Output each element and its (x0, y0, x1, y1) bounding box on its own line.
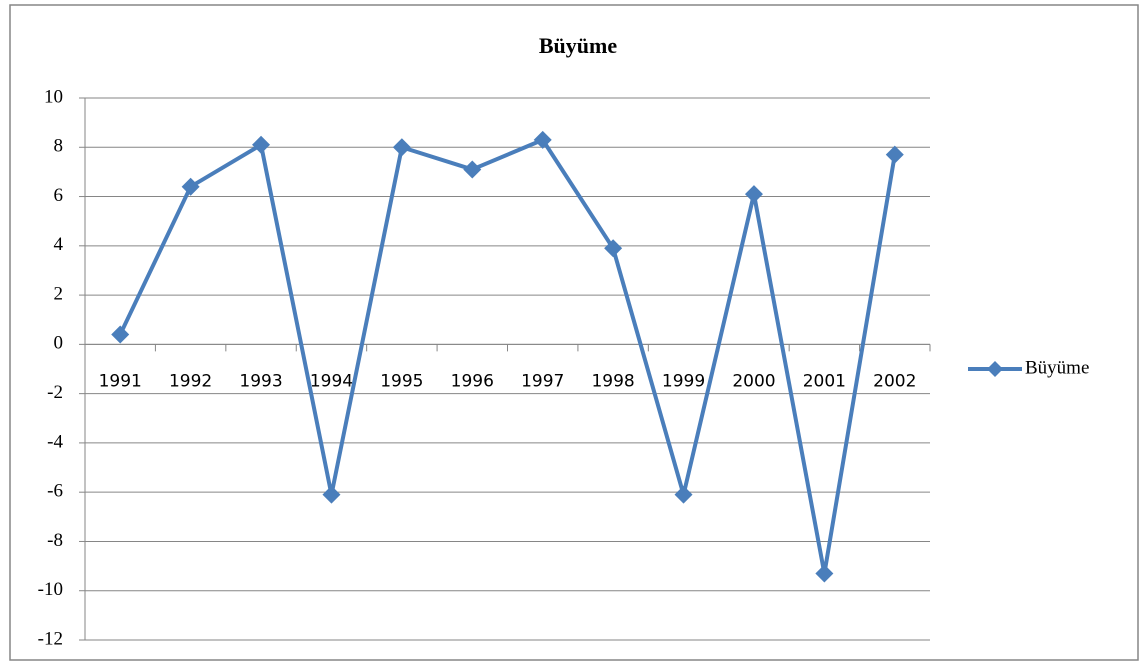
point (322, 485, 341, 504)
x-tick-label: 2001 (803, 371, 846, 391)
y-tick-label: -6 (47, 481, 63, 502)
x-tick-label: 1994 (310, 371, 353, 391)
y-tick-label: -10 (38, 579, 63, 600)
y-tick-label: 4 (54, 234, 64, 255)
point (252, 135, 271, 154)
point (674, 485, 693, 504)
chart-title: Büyüme (539, 33, 617, 58)
x-tick-label: 1999 (662, 371, 705, 391)
legend-label: Büyüme (1025, 357, 1089, 378)
y-tick-label: -12 (38, 628, 63, 649)
point (463, 160, 482, 179)
x-tick-label: 2002 (873, 371, 916, 391)
x-tick-label: 1991 (99, 371, 142, 391)
point (392, 138, 411, 157)
x-tick-label: 2000 (732, 371, 775, 391)
x-tick-label: 1997 (521, 371, 564, 391)
point (111, 325, 130, 344)
point (604, 239, 623, 258)
point (744, 185, 763, 204)
x-tick-label: 1993 (239, 371, 282, 391)
y-tick-label: -2 (47, 382, 63, 403)
point (815, 564, 834, 583)
chart-frame (9, 4, 1139, 661)
x-tick-label: 1996 (451, 371, 494, 391)
y-tick-label: 0 (54, 333, 64, 354)
x-tick-label: 1998 (591, 371, 634, 391)
x-tick-label: 1995 (380, 371, 423, 391)
y-tick-label: 8 (54, 136, 64, 157)
point (533, 130, 552, 149)
point (181, 177, 200, 196)
y-tick-label: 2 (54, 283, 64, 304)
x-tick-label: 1992 (169, 371, 212, 391)
point (885, 145, 904, 164)
series-line (118, 137, 897, 576)
y-tick-label: -4 (47, 431, 63, 452)
legend-marker (987, 361, 1003, 377)
y-tick-label: 10 (44, 86, 63, 107)
y-tick-label: -8 (47, 530, 63, 551)
y-tick-label: 6 (54, 185, 64, 206)
